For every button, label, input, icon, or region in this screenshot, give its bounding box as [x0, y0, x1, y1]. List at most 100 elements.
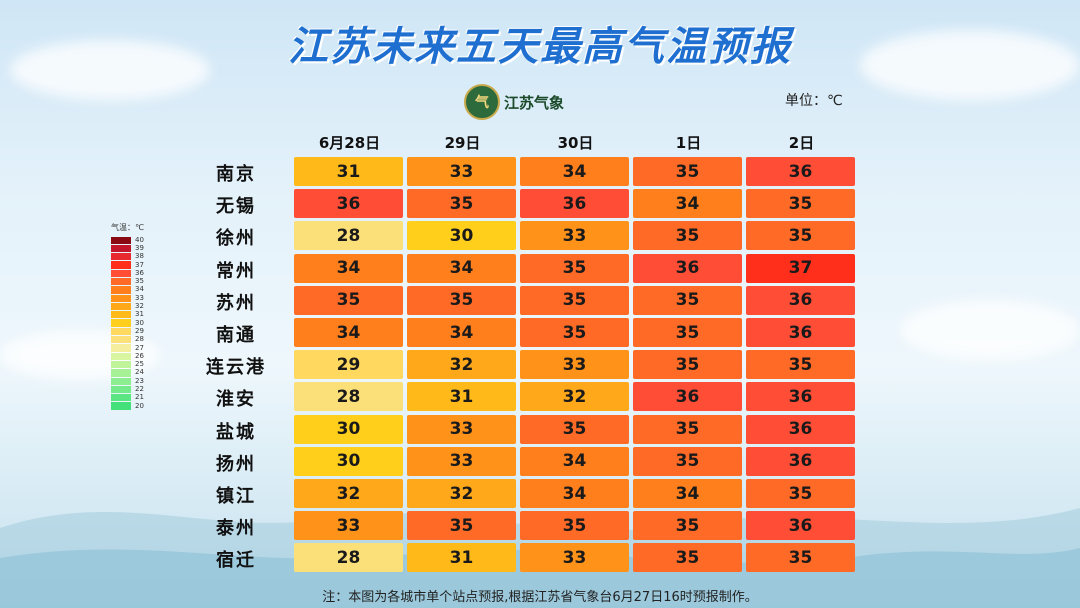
- temperature-cell: 35: [294, 285, 403, 315]
- temperature-cell: 33: [294, 511, 403, 541]
- temperature-cell: 35: [746, 189, 855, 219]
- city-label: 扬州: [216, 453, 256, 475]
- legend-item: 21: [111, 394, 144, 402]
- legend-swatch: [111, 344, 131, 352]
- city-label: 泰州: [216, 518, 256, 540]
- temperature-cell: 28: [294, 543, 403, 573]
- temperature-cell: 34: [520, 479, 629, 508]
- city-label: 镇江: [216, 486, 256, 507]
- temperature-cell: 35: [746, 221, 855, 251]
- city-label: 无锡: [216, 196, 256, 218]
- legend-value: 22: [135, 384, 144, 393]
- legend-item: 27: [111, 344, 144, 352]
- legend-value: 31: [135, 310, 144, 319]
- temperature-cell: 36: [746, 318, 855, 347]
- city-label: 南京: [216, 164, 256, 185]
- temperature-cell: 36: [633, 382, 742, 412]
- legend-swatch: [111, 352, 131, 360]
- city-label: 盐城: [216, 421, 256, 443]
- column-header: 2日: [788, 134, 815, 152]
- temperature-cell: 35: [407, 511, 516, 541]
- temperature-cell: 33: [520, 221, 629, 251]
- temperature-cell: 36: [746, 511, 855, 541]
- temperature-cell: 34: [633, 479, 742, 508]
- legend-swatch: [111, 294, 131, 302]
- legend-item: 31: [111, 311, 144, 319]
- temperature-cell: 35: [746, 479, 855, 508]
- legend-item: 22: [111, 384, 144, 394]
- temperature-cell: 35: [633, 446, 742, 476]
- legend-item: 40: [111, 236, 144, 244]
- temperature-cell: 35: [520, 414, 629, 444]
- legend-item: 25: [111, 360, 144, 369]
- legend-swatch: [111, 385, 131, 394]
- legend-swatch: [111, 261, 131, 269]
- cloud-decoration: [0, 330, 160, 380]
- legend-item: 38: [111, 253, 144, 261]
- temperature-cell: 36: [294, 189, 403, 219]
- temperature-cell: 33: [407, 446, 516, 476]
- temperature-cell: 36: [746, 382, 855, 412]
- temperature-cell: 36: [746, 285, 855, 315]
- temperature-cell: 35: [633, 414, 742, 444]
- legend-swatch: [111, 377, 131, 385]
- brand-logo: 气 江苏气象: [464, 84, 564, 120]
- temperature-cell: 30: [294, 446, 403, 476]
- legend-value: 23: [135, 376, 144, 385]
- legend-value: 34: [135, 285, 144, 294]
- legend-swatch: [111, 277, 131, 286]
- city-label: 徐州: [216, 228, 256, 250]
- legend-item: 37: [111, 261, 144, 269]
- temperature-cell: 37: [746, 253, 855, 283]
- temperature-cell: 29: [294, 350, 403, 380]
- legend-value: 20: [135, 401, 144, 410]
- temperature-cell: 31: [407, 543, 516, 573]
- legend-value: 36: [135, 268, 144, 277]
- temperature-cell: 30: [294, 414, 403, 444]
- brand-name: 江苏气象: [504, 93, 565, 112]
- legend-value: 38: [135, 252, 144, 261]
- temperature-cell: 28: [294, 382, 403, 412]
- temperature-cell: 32: [520, 382, 629, 412]
- temperature-cell: 36: [746, 446, 855, 476]
- temperature-cell: 33: [407, 414, 516, 444]
- legend-value: 21: [135, 393, 144, 402]
- legend-swatch: [111, 336, 131, 344]
- city-label: 苏州: [216, 292, 256, 314]
- legend-value: 30: [135, 318, 144, 327]
- city-label: 宿迁: [216, 550, 256, 572]
- legend-value: 37: [135, 260, 144, 269]
- cloud-decoration: [10, 40, 210, 100]
- footnote: 注：本图为各城市单个站点预报,根据江苏省气象台6月27日16时预报制作。: [322, 590, 758, 605]
- temperature-cell: 36: [633, 253, 742, 283]
- color-legend: 气温：℃ 40 39 38 37 36 35 34 33 32 31 30 29 28 27 26 25 24 2…: [111, 222, 144, 410]
- legend-item: 30: [111, 319, 144, 327]
- legend-value: 25: [135, 360, 144, 369]
- column-header: 30日: [557, 134, 594, 152]
- legend-item: 28: [111, 336, 144, 344]
- temperature-cell: 34: [520, 446, 629, 476]
- temperature-cell: 35: [520, 285, 629, 315]
- legend-swatch: [111, 311, 131, 319]
- temperature-cell: 35: [633, 543, 742, 573]
- city-label: 常州: [216, 260, 256, 282]
- legend-swatch: [111, 253, 131, 261]
- cloud-decoration: [860, 30, 1080, 100]
- legend-value: 35: [135, 277, 144, 286]
- legend-swatch: [111, 302, 131, 311]
- page-title: 江苏未来五天最高气温预报: [288, 24, 792, 70]
- temperature-cell: 34: [294, 253, 403, 283]
- legend-scale: 40 39 38 37 36 35 34 33 32 31 30 29 28 27 26 25 24 23 22 21…: [111, 236, 144, 410]
- temperature-cell: 35: [633, 511, 742, 541]
- legend-item: 24: [111, 369, 144, 377]
- legend-value: 39: [135, 243, 144, 252]
- temperature-cell: 36: [746, 414, 855, 444]
- legend-value: 27: [135, 343, 144, 352]
- temperature-cell: 30: [407, 221, 516, 251]
- temperature-cell: 33: [520, 350, 629, 380]
- city-label: 淮安: [216, 389, 256, 411]
- temperature-cell: 32: [294, 479, 403, 508]
- temperature-cell: 31: [407, 382, 516, 412]
- city-label: 连云港: [206, 357, 266, 379]
- legend-value: 40: [135, 235, 144, 244]
